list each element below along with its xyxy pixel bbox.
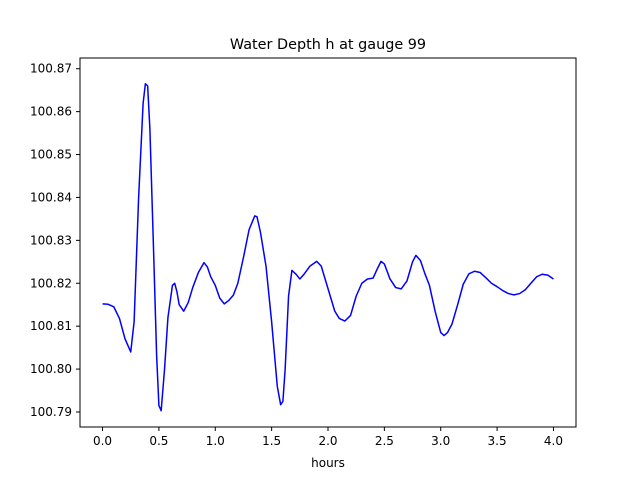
x-tick-label: 3.5 [488, 434, 507, 448]
x-tick-label: 0.5 [149, 434, 168, 448]
x-tick-label: 1.0 [206, 434, 225, 448]
x-tick-label: 3.0 [431, 434, 450, 448]
y-tick-label: 100.85 [30, 148, 72, 162]
x-tick-label: 0.0 [93, 434, 112, 448]
y-axis: 100.79 100.80 100.81 100.82 100.83 100.84 100.… [30, 62, 80, 419]
y-tick-label: 100.83 [30, 233, 72, 247]
y-tick-label: 100.87 [30, 62, 72, 76]
x-tick-label: 1.5 [262, 434, 281, 448]
x-axis: 0.0 0.5 1.0 1.5 2.0 2.5 3.0 3.5 4.0 [93, 427, 563, 448]
x-tick-label: 4.0 [544, 434, 563, 448]
y-tick-label: 100.80 [30, 362, 72, 376]
y-tick-label: 100.81 [30, 319, 72, 333]
x-axis-label: hours [311, 456, 345, 470]
x-tick-label: 2.5 [375, 434, 394, 448]
x-tick-label: 2.0 [318, 434, 337, 448]
y-tick-label: 100.86 [30, 105, 72, 119]
chart-title: Water Depth h at gauge 99 [230, 37, 426, 53]
y-tick-label: 100.84 [30, 190, 72, 204]
y-tick-label: 100.79 [30, 405, 72, 419]
series-line-0 [102, 82, 554, 412]
y-tick-label: 100.82 [30, 276, 72, 290]
